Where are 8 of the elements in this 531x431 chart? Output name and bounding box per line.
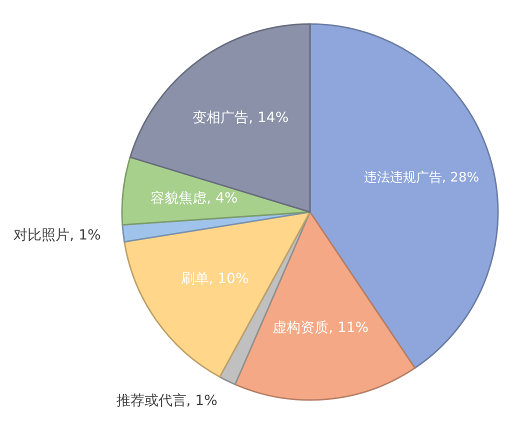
pie-slice — [129, 23, 311, 213]
slice-label: 容貌焦虑, 4% — [150, 190, 238, 207]
slice-label: 推荐或代言, 1% — [116, 392, 218, 409]
slice-label: 违法违规广告, 28% — [364, 170, 480, 186]
slice-label: 变相广告, 14% — [192, 110, 289, 126]
slice-label: 刷单, 10% — [180, 271, 249, 288]
slice-label: 对比照片, 1% — [14, 228, 101, 244]
slice-label: 虚构资质, 11% — [272, 320, 369, 336]
